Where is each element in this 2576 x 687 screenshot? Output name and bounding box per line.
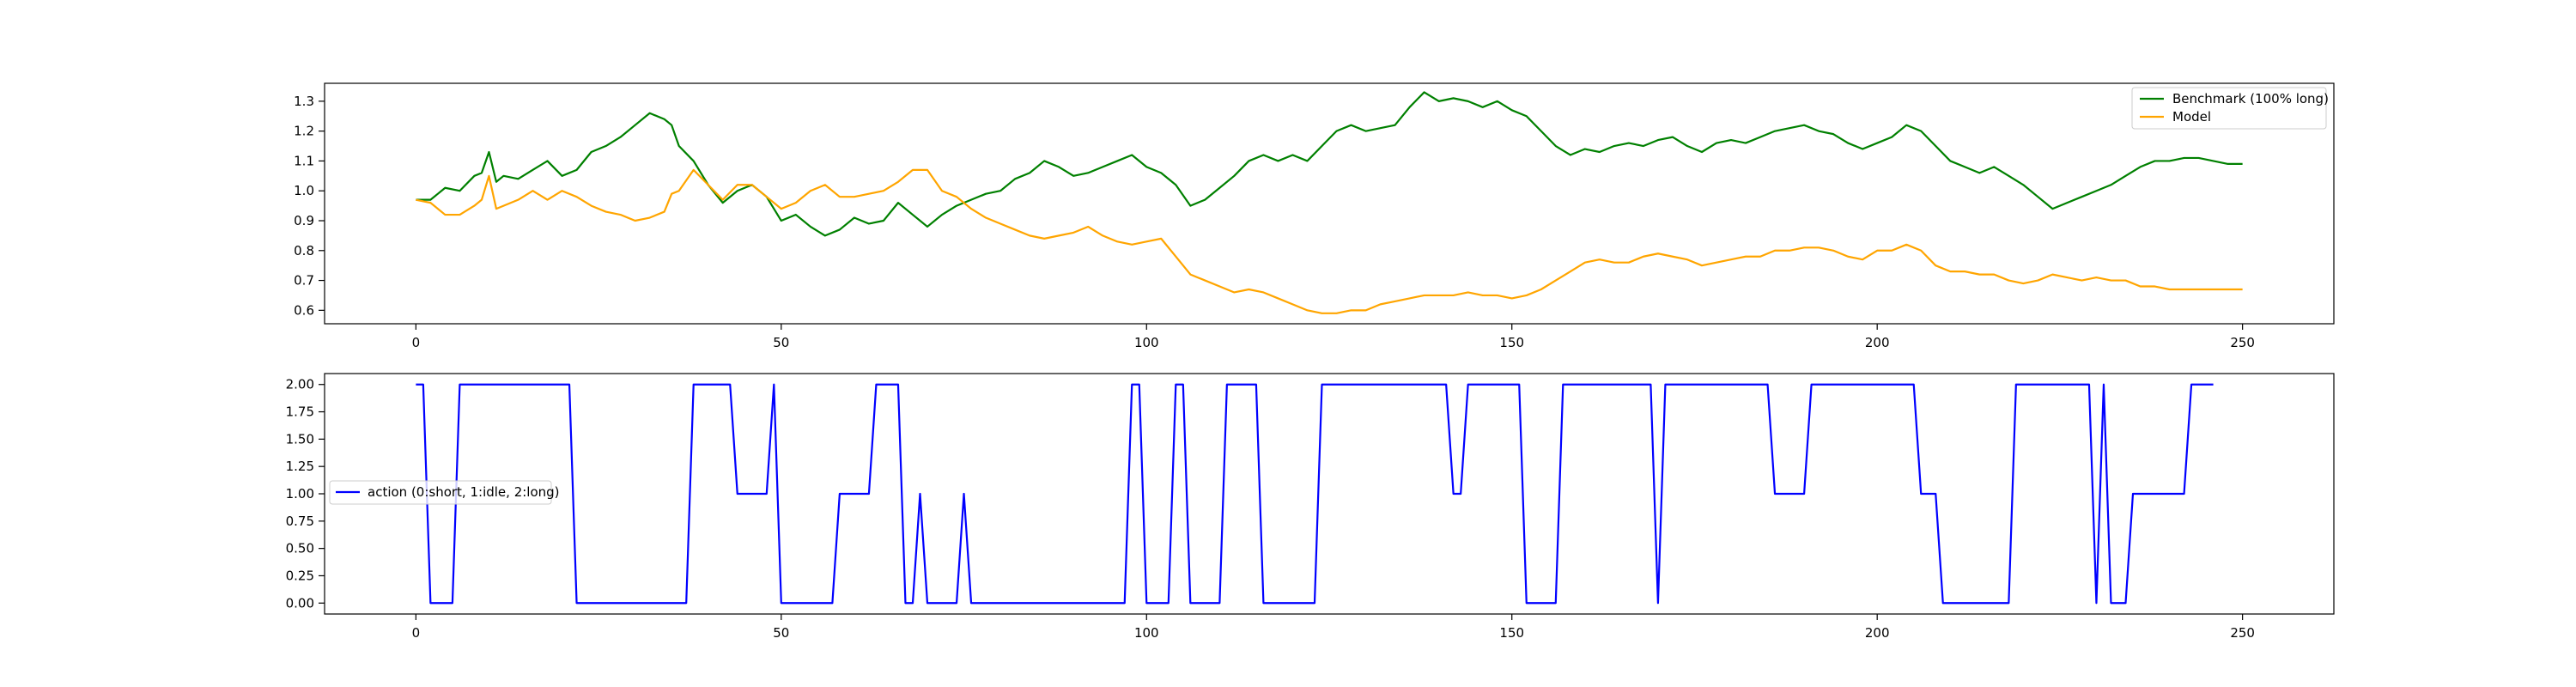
top-y-tick-label: 1.3 xyxy=(294,94,314,109)
bottom-y-tick-label: 2.00 xyxy=(286,377,314,392)
bottom-x-tick-label: 150 xyxy=(1499,625,1524,641)
top-y-tick-label: 0.9 xyxy=(294,213,314,228)
bottom-chart-panel: 0 50 100 150 200 250 0.00 0.25 0.50 0.75 1.00 1.25… xyxy=(286,373,2335,641)
bottom-legend-box xyxy=(329,480,552,505)
top-legend: Benchmark (100% long) Model xyxy=(2131,87,2329,130)
top-chart-panel: 0 50 100 150 200 250 0.6 0.7 0.8 0.9 1.0 1.1 1.2 1.3… xyxy=(294,82,2335,350)
legend-label-action: action (0:short, 1:idle, 2:long) xyxy=(368,484,560,500)
bottom-y-tick-label: 0.00 xyxy=(286,595,314,611)
top-series-line-0 xyxy=(416,91,2243,237)
bottom-x-tick-label: 250 xyxy=(2230,625,2255,641)
top-x-tick-label: 250 xyxy=(2230,335,2255,350)
top-y-tick-label: 1.1 xyxy=(294,153,314,168)
legend-label-benchmark: Benchmark (100% long) xyxy=(2172,91,2329,106)
top-y-tick-label: 0.7 xyxy=(294,273,314,289)
bottom-y-tick-label: 0.25 xyxy=(286,568,314,583)
top-legend-box xyxy=(2131,87,2327,130)
bottom-x-tick-label: 50 xyxy=(773,625,789,641)
bottom-legend: action (0:short, 1:idle, 2:long) xyxy=(329,480,560,505)
top-x-tick-label: 50 xyxy=(773,335,789,350)
bottom-plot-area xyxy=(325,374,2334,614)
top-x-tick-label: 200 xyxy=(1865,335,1890,350)
bottom-x-tick-label: 100 xyxy=(1134,625,1159,641)
bottom-x-tick-label: 0 xyxy=(412,625,421,641)
legend-label-model: Model xyxy=(2172,109,2211,125)
top-axes-frame xyxy=(324,82,2335,325)
top-x-tick-label: 0 xyxy=(412,335,421,350)
bottom-y-tick-label: 1.50 xyxy=(286,431,314,447)
bottom-y-tick-label: 0.75 xyxy=(286,514,314,529)
bottom-y-tick-label: 1.00 xyxy=(286,486,314,502)
bottom-y-tick-label: 1.25 xyxy=(286,459,314,474)
bottom-series-line-0 xyxy=(416,383,2214,605)
top-plot-area xyxy=(325,83,2334,324)
bottom-y-tick-label: 0.50 xyxy=(286,541,314,556)
top-x-tick-label: 150 xyxy=(1499,335,1524,350)
top-y-tick-label: 0.8 xyxy=(294,243,314,258)
top-y-tick-label: 1.0 xyxy=(294,183,314,198)
top-y-tick-label: 0.6 xyxy=(294,302,314,318)
bottom-x-tick-label: 200 xyxy=(1865,625,1890,641)
top-x-tick-label: 100 xyxy=(1134,335,1159,350)
bottom-y-tick-label: 1.75 xyxy=(286,404,314,420)
top-series-line-1 xyxy=(416,168,2243,314)
top-y-tick-label: 1.2 xyxy=(294,124,314,139)
